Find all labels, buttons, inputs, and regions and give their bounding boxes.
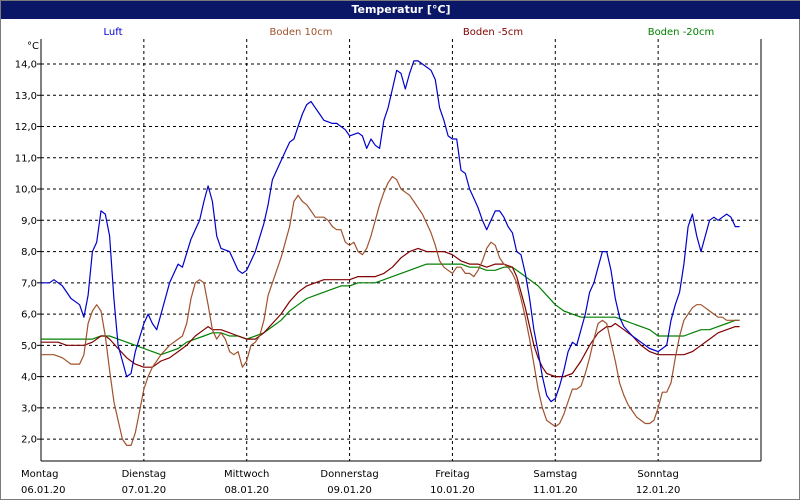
y-tick-label: 9,0 [21,216,37,227]
series-line-4 [41,263,740,356]
plot-frame [40,39,762,462]
x-tick-label-day: Dienstag [122,469,167,480]
y-tick-label: 3,0 [21,403,37,414]
y-tick-label: 8,0 [21,247,37,258]
x-tick-label-date: 09.01.20 [327,485,372,496]
x-tick-label-day: Montag [21,469,58,480]
legend-entry: Boden 10cm [270,27,333,38]
y-tick-label: 4,0 [21,372,37,383]
y-tick-label: 10,0 [15,185,37,196]
legend-entry: Luft [104,27,123,38]
x-tick-label-day: Samstag [533,469,577,480]
series-line-3 [41,247,740,378]
legend: Luft Boden 10cm Boden -5cm Boden -20cm [104,27,715,38]
legend-entry: Boden -5cm [463,27,523,38]
y-tick-label: 5,0 [21,341,37,352]
y-tick-label: 2,0 [21,435,37,446]
series-lines [41,60,740,446]
x-tick-label-date: 12.01.20 [636,485,681,496]
x-tick-label-date: 08.01.20 [224,485,269,496]
grid-lines [37,39,761,461]
legend-entry: Boden -20cm [648,27,715,38]
y-tick-label: 11,0 [15,153,37,164]
y-tick-label: 12,0 [15,122,37,133]
series-line-1 [41,60,740,403]
x-tick-label-date: 06.01.20 [21,485,66,496]
y-tick-label: 6,0 [21,310,37,321]
x-tick-label-date: 07.01.20 [122,485,167,496]
x-tick-label-day: Donnerstag [320,469,378,480]
x-tick-label-date: 11.01.20 [533,485,578,496]
x-tick-label-day: Sonntag [637,469,679,480]
y-tick-label: 13,0 [15,91,37,102]
x-tick-label-day: Freitag [435,469,469,480]
x-tick-label-day: Mittwoch [224,469,269,480]
x-axis: Montag 06.01.20 Dienstag 07.01.20 Mittwoch 08… [21,469,680,496]
y-axis: 2,0 3,0 4,0 5,0 6,0 7,0 8,0 9,0 10,0 11,0 12,0 13,0… [15,60,37,446]
y-tick-label: 14,0 [15,60,37,71]
series-line-2 [41,175,740,446]
y-tick-label: 7,0 [21,278,37,289]
y-axis-unit: °C [27,41,39,52]
chart-title: Temperatur [°C] [1,1,800,19]
x-tick-label-date: 10.01.20 [430,485,475,496]
